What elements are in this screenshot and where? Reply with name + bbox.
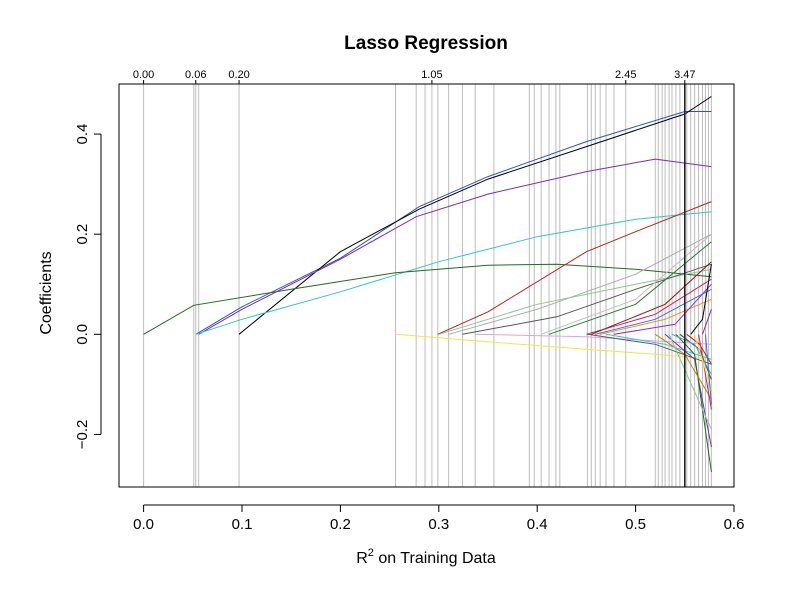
coefficient-path <box>698 334 712 410</box>
y-axis-label: Coefficients <box>38 251 55 334</box>
x-tick-label: 0.4 <box>527 516 548 533</box>
axes-group: 0.0 0.1 0.2 0.3 0.4 0.5 0.6 −0.2 0.0 0.2 0.4 0.00 0.… <box>74 69 744 533</box>
x-axis-label: R2 on Training Data <box>356 547 496 567</box>
top-tick-label: 2.45 <box>615 69 636 81</box>
x-axis-label-main: R <box>356 550 368 567</box>
y-tick-label: 0.4 <box>74 124 91 145</box>
coefficient-path <box>448 233 712 335</box>
top-tick-label: 0.06 <box>185 69 206 81</box>
step-lines-group <box>143 84 712 487</box>
coefficient-path <box>591 261 712 335</box>
coefficient-path <box>462 263 712 335</box>
y-tick-label: 0.0 <box>74 324 91 345</box>
coefficient-path <box>705 334 712 405</box>
coefficient-path <box>195 111 712 335</box>
coefficient-path <box>668 334 712 430</box>
x-tick-label: 0.1 <box>232 516 253 533</box>
coefficient-path <box>690 264 712 335</box>
coefficient-path <box>395 333 712 360</box>
coefficient-path <box>195 211 712 335</box>
coefficient-path <box>694 334 712 390</box>
coefficient-path <box>548 241 712 335</box>
chart-title: Lasso Regression <box>344 33 508 54</box>
plot-frame <box>118 83 735 488</box>
y-tick-label: −0.2 <box>74 420 91 450</box>
coefficient-path <box>437 201 712 335</box>
x-tick-label: 0.5 <box>625 516 646 533</box>
x-tick-label: 0.0 <box>133 516 154 533</box>
coefficient-path <box>606 333 712 360</box>
coefficient-path <box>675 333 712 473</box>
x-axis-label-rest: on Training Data <box>374 550 496 567</box>
coefficient-path <box>586 278 712 335</box>
top-tick-label: 0.00 <box>133 69 154 81</box>
top-tick-label: 1.05 <box>421 69 442 81</box>
coefficient-path <box>702 309 712 335</box>
top-tick-label: 3.47 <box>674 69 695 81</box>
y-tick-label: 0.2 <box>74 224 91 245</box>
x-tick-label: 0.6 <box>724 516 745 533</box>
coefficient-path <box>595 288 712 335</box>
top-tick-label: 0.20 <box>228 69 249 81</box>
coefficient-path <box>600 298 712 335</box>
coefficient-path <box>613 283 712 335</box>
x-tick-label: 0.2 <box>330 516 351 533</box>
coefficient-path <box>475 333 712 345</box>
coefficient-path <box>143 263 712 335</box>
x-tick-label: 0.3 <box>428 516 449 533</box>
coefficient-path <box>671 333 712 375</box>
coefficient-path <box>198 158 712 335</box>
x-axis-label-sup: 2 <box>368 547 374 559</box>
coefficient-path <box>540 233 712 335</box>
